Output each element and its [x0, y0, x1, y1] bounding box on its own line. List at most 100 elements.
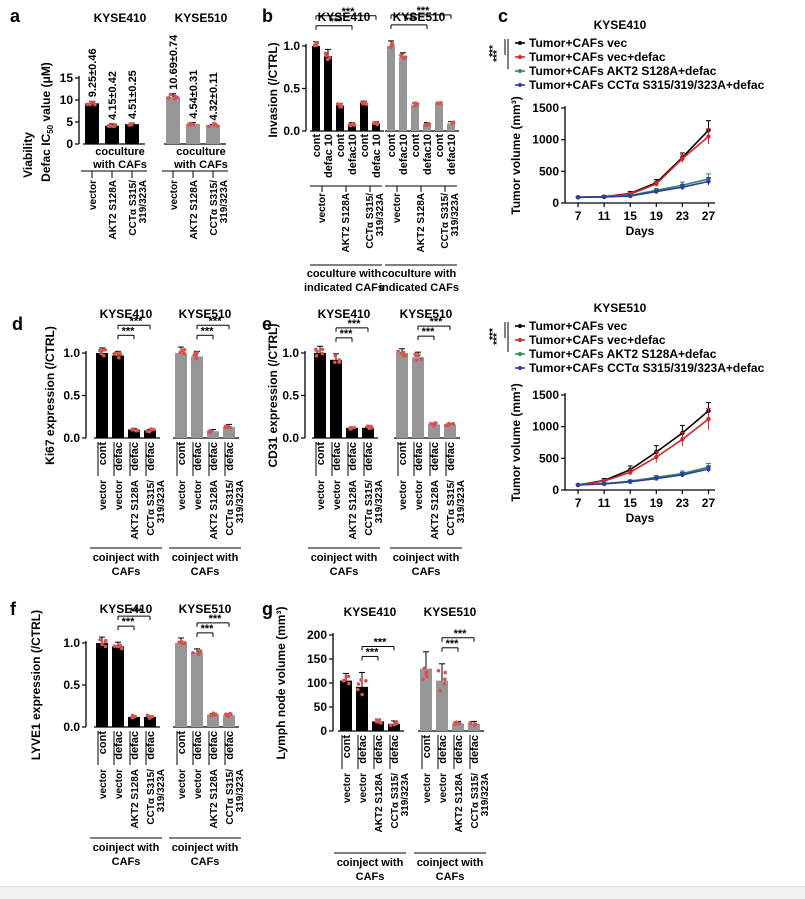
panel-g-data-point [442, 682, 446, 686]
panel-a-category-label: vector [169, 180, 180, 210]
panel-c1-xlabel: Days [626, 224, 655, 238]
panel-d-group-caption: coinject with [93, 552, 160, 564]
panel-c1-point [575, 195, 581, 200]
panel-e-cell-label: AKT2 S128A [430, 480, 441, 539]
panel-g-data-point [469, 721, 473, 726]
panel-g-data-point [472, 723, 477, 728]
panel-c1-series-line [578, 129, 710, 199]
panel-g-data-point [389, 723, 393, 727]
panel-g-data-point [422, 666, 427, 670]
panel-e-data-point [348, 427, 352, 431]
panel-c1-legend-marker [518, 55, 522, 59]
panel-a-category-label: 319/323A [138, 180, 149, 223]
panel-f-group-caption: CAFs [191, 856, 220, 868]
panel-b-group-caption: indicated CAFs [379, 282, 459, 294]
panel-c2-y-tick-label: 500 [539, 451, 559, 465]
panel-a-data-point [85, 102, 89, 107]
panel-e-bar [396, 353, 408, 438]
panel-g-y-tick-label: 200 [307, 628, 327, 642]
panel-b-cell-label: CCTα S315/ [365, 193, 376, 249]
panel-c2-y-tick-label: 1000 [532, 420, 559, 434]
panel-d-data-point [102, 353, 106, 358]
panel-a-group-title: KYSE510 [175, 11, 228, 25]
panel-b-data-point [415, 102, 420, 106]
panel-g-data-point [341, 679, 346, 683]
panel-f-y-tick-label: 1.0 [63, 636, 80, 650]
panel-c1-point [654, 181, 659, 187]
panel-a-data-point [166, 95, 171, 100]
panel-d-data-point [136, 428, 140, 433]
panel-b-bar [399, 57, 407, 131]
panel-f-bar [144, 716, 156, 727]
panel-d-sig-marker: *** [201, 325, 215, 337]
panel-f-data-point [130, 715, 134, 720]
panel-b-bar [324, 56, 332, 132]
panel-d-data-point [195, 351, 199, 355]
panel-b-bar [348, 124, 356, 131]
panel-c2-ylabel: Tumor volume (mm³) [509, 383, 523, 501]
panel-c1-ylabel: Tumor volume (mm³) [509, 96, 523, 214]
panel-d-sig-marker: *** [130, 315, 144, 327]
panel-d-treatment-label: defac [145, 442, 157, 471]
panel-a-data-point [207, 124, 211, 129]
panel-c2-x-tick-label: 27 [702, 496, 716, 510]
panel-f-group-title: KYSE410 [100, 602, 153, 616]
panel-e-data-point [399, 351, 404, 355]
panel-d-y-tick-label: 1.0 [63, 346, 80, 360]
panel-a-y-tick-label: 5 [66, 115, 73, 129]
panel-f-cell-label: vector [114, 769, 125, 799]
panel-e-treatment-label: defac [347, 442, 359, 471]
panel-c1-point [601, 194, 607, 200]
panel-a-category-label: CCTα S315/ [209, 180, 220, 236]
panel-d-group-caption: CAFs [191, 566, 220, 578]
panel-a-data-point [88, 102, 93, 107]
panel-g-data-point [438, 688, 442, 693]
viewer-bottom-strip [0, 886, 805, 899]
panel-e-data-point [367, 426, 371, 431]
panel-b-treatment-label: cont [359, 134, 371, 158]
panel-c2-point [654, 476, 659, 481]
panel-f-bar [223, 715, 235, 727]
panel-d-sig-marker: *** [122, 325, 136, 337]
panel-d-cell-label: AKT2 S128A [130, 480, 141, 539]
panel-d-treatment-label: defac [224, 442, 236, 471]
panel-c2-legend-label: Tumor+CAFs vec [529, 319, 627, 333]
panel-g-cell-label: vector [358, 773, 369, 803]
panel-b-cell-label: 319/323A [375, 193, 386, 236]
panel-c1-legend-marker [518, 41, 522, 45]
panel-a-category-label: vector [88, 180, 99, 210]
panel-g-group-title: KYSE510 [424, 605, 477, 619]
panel-b-treatment-label: defac 10 [323, 134, 335, 178]
panel-a-data-point [188, 121, 192, 126]
panel-a-data-point [93, 102, 97, 107]
panel-a-group-caption: coculture [95, 146, 145, 158]
panel-a-bar [85, 103, 99, 144]
panel-b-bar [372, 123, 380, 131]
panel-e-cell-label: vector [398, 480, 409, 510]
panel-c1-legend-label: Tumor+CAFs AKT2 S128A+defac [529, 64, 717, 78]
panel-c2-series-line [577, 418, 709, 486]
panel-c1-x-tick-label: 15 [624, 209, 638, 223]
panel-f-cell-label: vector [193, 769, 204, 799]
panel-g-group-caption: CAFs [436, 871, 465, 883]
panel-c2-legend-label: Tumor+CAFs AKT2 S128A+defac [529, 347, 717, 361]
panel-b-treatment-label: cont [311, 134, 323, 158]
panel-g-sig-marker: *** [366, 646, 380, 658]
panel-a-value-label: 9.25±0.46 [87, 48, 99, 97]
panel-a-category-label: 319/323A [219, 180, 230, 223]
panel-a-data-point [128, 122, 133, 126]
panel-c1-point [680, 184, 685, 190]
panel-b-data-point [451, 120, 456, 125]
panel-b-data-point [348, 123, 353, 128]
panel-e-data-point [432, 422, 436, 426]
panel-b-bar [387, 46, 395, 131]
panel-a-bar [206, 124, 220, 144]
panel-a-bar [105, 125, 119, 144]
panel-d-data-point [180, 348, 184, 353]
panel-letter-g: g [262, 599, 273, 619]
panel-c2-legend-marker [518, 324, 522, 328]
panel-g-group-caption: CAFs [356, 871, 385, 883]
panel-b-bar [312, 46, 320, 131]
panel-e-treatment-label: defac [445, 442, 457, 471]
panel-g-data-point [443, 670, 447, 675]
